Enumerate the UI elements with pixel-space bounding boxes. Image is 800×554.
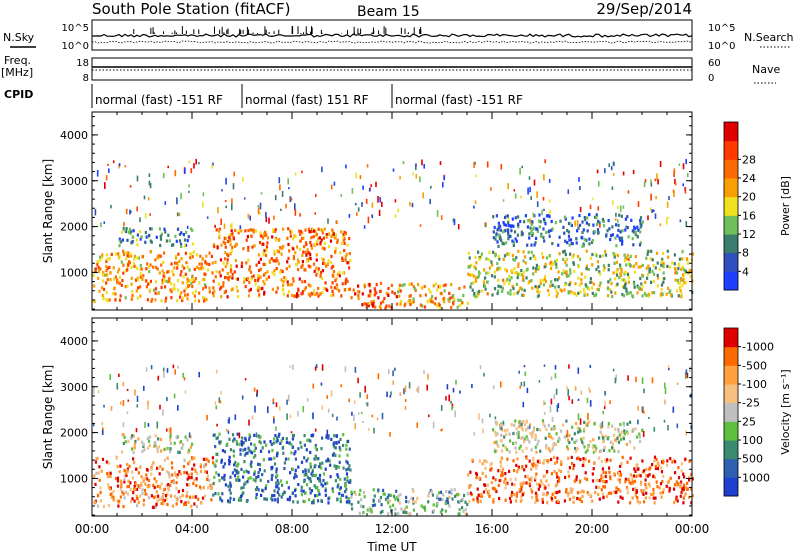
colorbar-tick-label: 20 bbox=[742, 191, 756, 204]
colorbar-tick-label: 28 bbox=[742, 153, 756, 166]
noise-axis-right-top: 10^5 bbox=[708, 23, 735, 34]
freq-axis-right-top: 60 bbox=[708, 58, 721, 69]
noise-axis-left-bottom: 10^0 bbox=[62, 41, 89, 52]
y-tick-label: 3000 bbox=[60, 381, 88, 394]
colorbar-swatch bbox=[724, 346, 738, 366]
beam-label: Beam 15 bbox=[357, 4, 420, 20]
freq-label: Freq. bbox=[4, 54, 31, 67]
x-axis-label: Time UT bbox=[366, 540, 417, 554]
nsearch-label: N.Search bbox=[744, 31, 794, 44]
colorbar-label: Velocity [m s⁻¹] bbox=[779, 369, 792, 454]
nave-label: Nave bbox=[752, 63, 780, 76]
colorbar-tick-label: 100 bbox=[742, 434, 763, 447]
colorbar-swatch bbox=[724, 196, 738, 216]
colorbar-tick-label: 1000 bbox=[742, 471, 770, 484]
colorbar-swatch bbox=[724, 421, 738, 441]
x-tick-label: 00:00 bbox=[75, 522, 110, 536]
colorbar-swatch bbox=[724, 234, 738, 254]
mhz-label: [MHz] bbox=[1, 66, 33, 79]
noise-traces bbox=[91, 26, 693, 44]
colorbar-tick-label: 4 bbox=[742, 265, 749, 278]
panel-frame bbox=[91, 317, 693, 517]
nsky-label: N.Sky bbox=[3, 31, 35, 44]
date-label: 29/Sep/2014 bbox=[596, 0, 692, 18]
x-tick-label: 08:00 bbox=[275, 522, 310, 536]
y-tick-label: 1000 bbox=[60, 266, 88, 279]
x-tick-label: 20:00 bbox=[575, 522, 610, 536]
colorbar-tick-label: 12 bbox=[742, 228, 756, 241]
colorbar-swatch bbox=[724, 458, 738, 478]
colorbar-swatch bbox=[724, 122, 738, 142]
colorbar-swatch bbox=[724, 140, 738, 160]
nsearch-trace bbox=[91, 40, 693, 44]
colorbar-swatch bbox=[724, 440, 738, 460]
colorbar-frame bbox=[723, 121, 739, 291]
colorbar-tick-label: -100 bbox=[742, 378, 767, 391]
colorbar-swatch bbox=[724, 384, 738, 404]
x-tick-label: 00:00 bbox=[675, 522, 710, 536]
cpid-segments: normal (fast) -151 RF normal (fast) 151 R… bbox=[91, 84, 523, 108]
y-tick-label: 2000 bbox=[60, 221, 88, 234]
y-tick-label: 2000 bbox=[60, 427, 88, 440]
noise-axis-left-top: 10^5 bbox=[62, 23, 89, 34]
x-tick-label: 04:00 bbox=[175, 522, 210, 536]
colorbar-tick-label: -1000 bbox=[742, 341, 774, 354]
x-tick-label: 12:00 bbox=[375, 522, 410, 536]
heatmap-cells bbox=[92, 364, 694, 516]
heatmap-cells bbox=[92, 158, 694, 310]
freq-axis-right-bottom: 0 bbox=[708, 73, 714, 84]
colorbar-tick-label: 500 bbox=[742, 453, 763, 466]
colorbar-swatch bbox=[724, 477, 738, 497]
colorbar-tick-label: -500 bbox=[742, 359, 767, 372]
colorbar-swatch bbox=[724, 271, 738, 291]
freq-axis-left-bottom: 8 bbox=[83, 73, 89, 84]
colorbar-tick-label: 24 bbox=[742, 172, 756, 185]
freq-panel bbox=[91, 57, 693, 81]
figure-title: South Pole Station (fitACF) bbox=[92, 0, 290, 18]
colorbar-tick-label: 16 bbox=[742, 209, 756, 222]
y-axis-label: Slant Range [km] bbox=[41, 365, 55, 469]
colorbar-swatch bbox=[724, 365, 738, 385]
colorbar-swatch bbox=[724, 215, 738, 235]
cpid-label: CPID bbox=[4, 88, 33, 101]
colorbar-tick-label: -25 bbox=[742, 397, 760, 410]
colorbar-tick-label: 25 bbox=[742, 415, 756, 428]
colorbar-label: Power [dB] bbox=[779, 176, 792, 236]
cpid-segment-label: normal (fast) 151 RF bbox=[245, 93, 369, 107]
x-tick-label: 16:00 bbox=[475, 522, 510, 536]
cpid-segment-label: normal (fast) -151 RF bbox=[395, 93, 523, 107]
colorbar-swatch bbox=[724, 178, 738, 198]
noise-panel bbox=[91, 19, 693, 51]
colorbar-swatch bbox=[724, 252, 738, 272]
y-tick-label: 1000 bbox=[60, 472, 88, 485]
y-tick-label: 4000 bbox=[60, 129, 88, 142]
y-tick-label: 3000 bbox=[60, 175, 88, 188]
cpid-segment-label: normal (fast) -151 RF bbox=[95, 93, 223, 107]
colorbar-swatch bbox=[724, 402, 738, 422]
nsky-trace bbox=[92, 33, 693, 38]
freq-axis-left-top: 18 bbox=[76, 58, 89, 69]
time-axis: 00:00 04:00 08:00 12:00 16:00 20:00 00:00 bbox=[75, 522, 710, 536]
colorbar-swatch bbox=[724, 328, 738, 348]
colorbar-swatch bbox=[724, 159, 738, 179]
power-panel: 1000 2000 3000 4000 Slant Range [km] 4 8 12 16 20… bbox=[41, 111, 792, 311]
noise-axis-right-bottom: 10^0 bbox=[708, 41, 735, 52]
y-axis-label: Slant Range [km] bbox=[41, 159, 55, 263]
colorbar-tick-label: 8 bbox=[742, 247, 749, 260]
colorbar-frame bbox=[723, 327, 739, 497]
velocity-panel: 1000 2000 3000 4000 Slant Range [km] 1000 500 1… bbox=[41, 317, 792, 517]
y-tick-label: 4000 bbox=[60, 335, 88, 348]
panel-frame bbox=[91, 111, 693, 311]
